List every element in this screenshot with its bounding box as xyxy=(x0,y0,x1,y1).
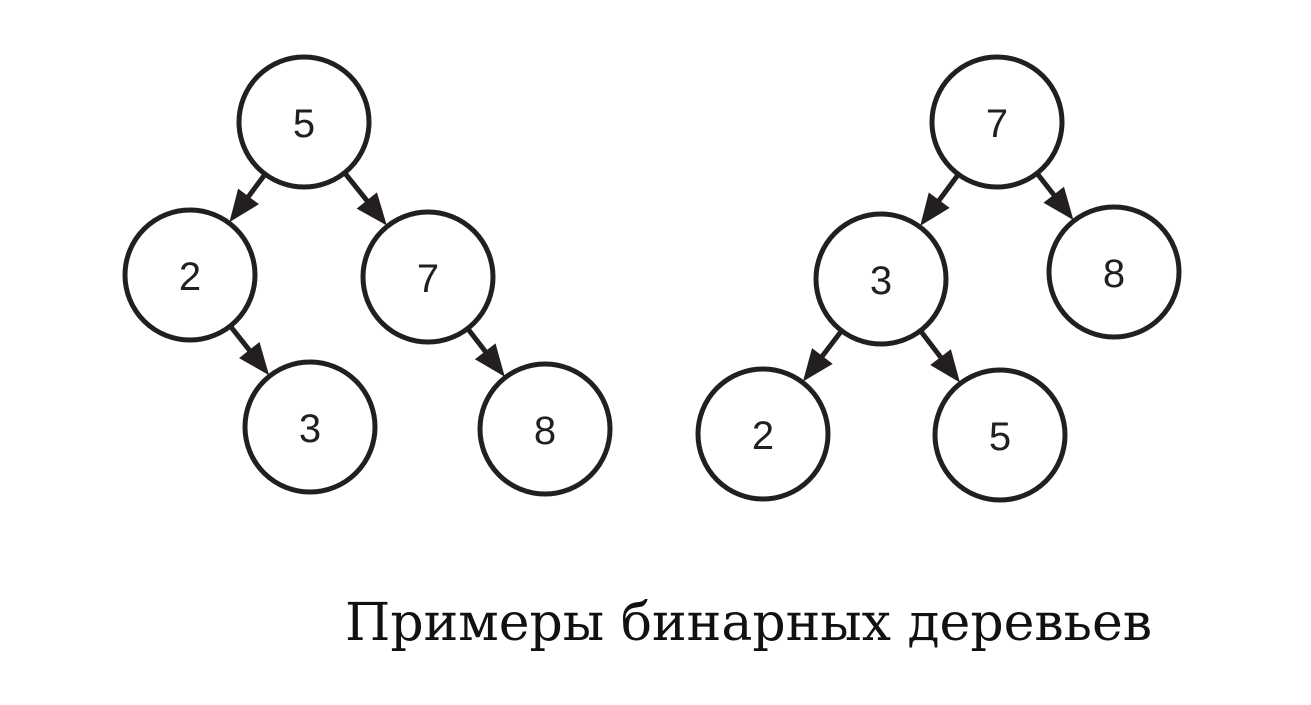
arrowhead-R3-R2 xyxy=(802,348,833,382)
node-label: 8 xyxy=(1103,252,1125,296)
edge-L5-L7 xyxy=(343,171,372,206)
node-label: 3 xyxy=(870,259,892,303)
node-label: 5 xyxy=(989,415,1011,459)
edge-R3-R2 xyxy=(817,329,844,361)
arrowhead-L5-L2 xyxy=(229,188,259,223)
tree-node-R3: 3 xyxy=(813,211,949,347)
node-label: 7 xyxy=(986,102,1008,146)
node-label: 2 xyxy=(179,255,201,299)
arrowhead-L7-L8 xyxy=(474,343,505,377)
node-circle xyxy=(236,54,372,190)
node-circle xyxy=(242,359,378,495)
arrowhead-R7-R3 xyxy=(920,192,950,226)
arrowhead-L2-L3 xyxy=(239,342,270,376)
node-label: 7 xyxy=(417,257,439,301)
node-circle xyxy=(477,361,613,497)
tree-node-L8: 8 xyxy=(477,361,613,497)
edge-L5-L2 xyxy=(244,173,267,202)
edges-layer xyxy=(228,171,1074,383)
node-label: 3 xyxy=(299,407,321,451)
tree-node-R7: 7 xyxy=(929,54,1065,190)
node-circle xyxy=(360,209,496,345)
edge-R7-R8 xyxy=(1035,172,1059,200)
edge-L2-L3 xyxy=(228,325,254,355)
tree-node-R5: 5 xyxy=(932,367,1068,503)
node-circle xyxy=(813,211,949,347)
tree-node-R8: 8 xyxy=(1046,204,1182,340)
node-label: 5 xyxy=(293,102,315,146)
arrowhead-R3-R5 xyxy=(930,349,960,383)
tree-node-R2: 2 xyxy=(695,366,831,502)
tree-node-L7: 7 xyxy=(360,209,496,345)
node-circle xyxy=(929,54,1065,190)
arrowhead-R7-R8 xyxy=(1043,186,1074,220)
arrowhead-L5-L7 xyxy=(356,192,387,226)
node-label: 2 xyxy=(752,414,774,458)
node-label: 8 xyxy=(534,409,556,453)
edge-R3-R5 xyxy=(919,329,945,362)
edge-L7-L8 xyxy=(466,327,490,357)
tree-node-L2: 2 xyxy=(122,207,258,343)
tree-node-L5: 5 xyxy=(236,54,372,190)
node-circle xyxy=(932,367,1068,503)
diagram-caption: Примеры бинарных деревьев xyxy=(345,593,1153,653)
node-circle xyxy=(695,366,831,502)
edge-R7-R3 xyxy=(934,173,960,205)
node-circle xyxy=(122,207,258,343)
node-circle xyxy=(1046,204,1182,340)
nodes-layer: 5 2 7 3 8 7 3 8 2 5 xyxy=(122,54,1182,503)
tree-node-L3: 3 xyxy=(242,359,378,495)
